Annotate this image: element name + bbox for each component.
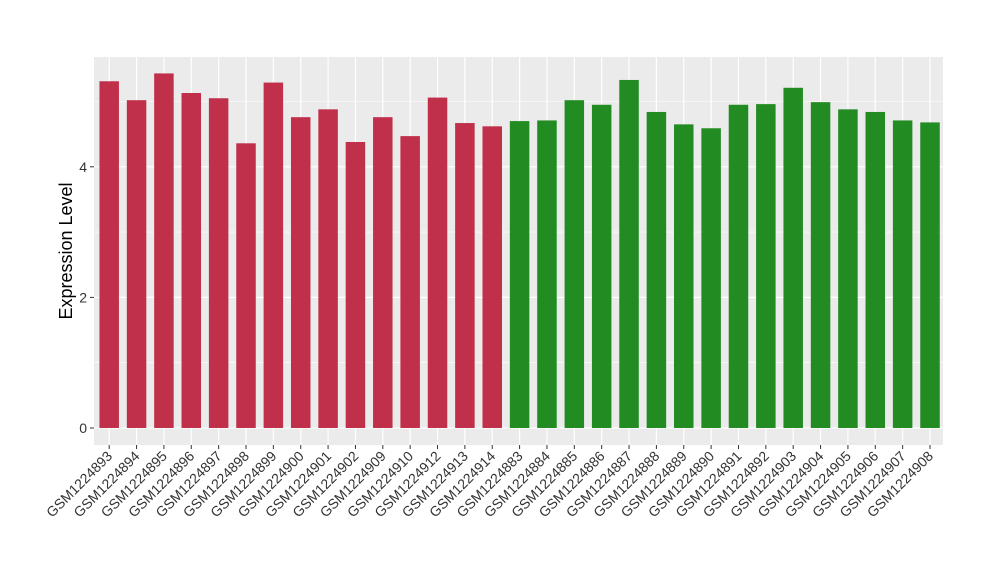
bar-GSM1224889 bbox=[674, 124, 694, 428]
bar-GSM1224903 bbox=[783, 87, 803, 429]
bar-GSM1224906 bbox=[865, 111, 886, 428]
bar-GSM1224896 bbox=[181, 93, 202, 429]
bar-GSM1224908 bbox=[920, 122, 940, 429]
bar-GSM1224901 bbox=[318, 109, 338, 428]
bar-GSM1224902 bbox=[345, 141, 366, 428]
bar-GSM1224884 bbox=[537, 120, 557, 428]
bar-GSM1224883 bbox=[509, 121, 530, 428]
bar-GSM1224886 bbox=[591, 104, 612, 428]
bar-GSM1224894 bbox=[126, 100, 147, 428]
y-axis: 0 2 4 bbox=[79, 159, 94, 436]
bar-GSM1224897 bbox=[208, 98, 229, 429]
y-tick-label: 4 bbox=[79, 159, 87, 175]
bar-GSM1224885 bbox=[564, 100, 585, 428]
bar-GSM1224914 bbox=[482, 126, 502, 429]
bar-GSM1224893 bbox=[99, 81, 119, 428]
bar-GSM1224905 bbox=[838, 109, 858, 428]
bar-GSM1224898 bbox=[236, 143, 256, 429]
bar-GSM1224900 bbox=[290, 117, 311, 428]
y-axis-title: Expression Level bbox=[56, 182, 76, 319]
bar-GSM1224904 bbox=[810, 102, 831, 428]
y-tick-label: 2 bbox=[79, 289, 87, 305]
bars bbox=[99, 73, 940, 429]
bar-GSM1224895 bbox=[154, 73, 174, 429]
bar-GSM1224899 bbox=[263, 82, 284, 429]
bar-GSM1224909 bbox=[373, 117, 393, 428]
y-tick-label: 0 bbox=[79, 420, 87, 436]
bar-GSM1224887 bbox=[619, 79, 639, 429]
bar-GSM1224912 bbox=[427, 97, 448, 428]
bar-GSM1224913 bbox=[455, 123, 475, 428]
x-axis: GSM1224893GSM1224894GSM1224895GSM1224896… bbox=[43, 445, 936, 520]
bar-GSM1224888 bbox=[646, 111, 667, 428]
bar-GSM1224892 bbox=[756, 104, 776, 428]
bar-GSM1224890 bbox=[701, 128, 721, 428]
bar-GSM1224907 bbox=[892, 120, 913, 428]
bar-GSM1224891 bbox=[728, 104, 749, 428]
bar-GSM1224910 bbox=[400, 136, 420, 428]
